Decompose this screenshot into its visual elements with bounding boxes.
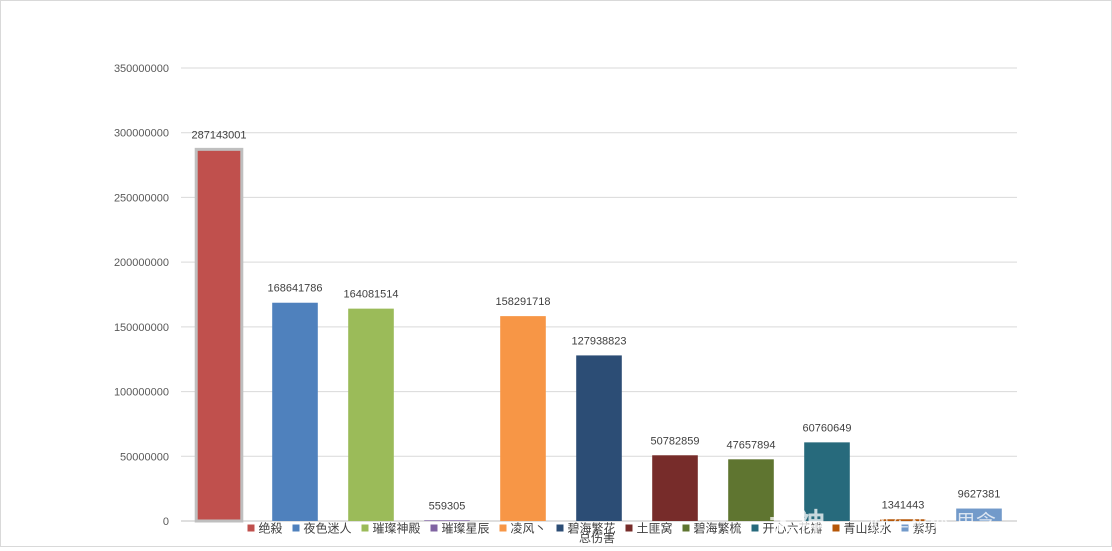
legend-label: 夜色迷人 <box>304 521 352 536</box>
y-tick-label: 0 <box>163 516 169 528</box>
data-label: 559305 <box>429 500 466 512</box>
legend-swatch <box>292 524 300 532</box>
data-label: 164081514 <box>343 289 398 301</box>
data-label: 60760649 <box>803 422 852 434</box>
y-tick-label: 50000000 <box>120 451 169 463</box>
legend-label: 碧海繁梳 <box>694 521 742 536</box>
watermark-logo: 大神 <box>769 508 825 539</box>
legend-label: 绝殺 <box>259 521 283 536</box>
bar-5[interactable] <box>576 355 622 521</box>
y-tick-label: 200000000 <box>114 257 169 269</box>
legend-item-5[interactable]: 碧海繁花 <box>556 521 616 536</box>
bars <box>194 147 1002 523</box>
bar-4[interactable] <box>500 316 546 521</box>
legend-item-1[interactable]: 夜色迷人 <box>292 521 352 536</box>
legend-label: 碧海繁花 <box>568 521 616 536</box>
bar-0[interactable] <box>194 147 244 523</box>
legend-item-6[interactable]: 土匪窝 <box>625 521 673 536</box>
legend-item-0[interactable]: 绝殺 <box>247 521 283 536</box>
data-label: 50782859 <box>651 435 700 447</box>
data-labels: 287143001 168641786 164081514 559305 1582917… <box>191 129 1000 512</box>
legend: 绝殺 夜色迷人 璀璨神殿 璀璨星辰 凌风丶 碧海繁花 土匪窝 碧海繁梳 开心六花瓣 青山绿水 紫玥 <box>247 521 937 536</box>
legend-item-10[interactable]: 紫玥 <box>901 522 937 536</box>
bar-2[interactable] <box>348 308 394 521</box>
legend-label: 璀璨星辰 <box>442 521 490 536</box>
bar-10[interactable] <box>956 508 1002 521</box>
legend-item-2[interactable]: 璀璨神殿 <box>361 521 421 536</box>
legend-swatch <box>499 524 507 532</box>
legend-item-8[interactable]: 开心六花瓣 <box>751 521 823 536</box>
y-tick-label: 150000000 <box>114 322 169 334</box>
x-axis-title: 总伤害 <box>579 530 615 545</box>
legend-item-4[interactable]: 凌风丶 <box>499 522 547 536</box>
bar-6[interactable] <box>652 455 698 521</box>
legend-label: 开心六花瓣 <box>763 521 823 536</box>
legend-swatch <box>901 524 909 532</box>
bar-3[interactable] <box>424 520 470 521</box>
bar-1[interactable] <box>272 302 318 521</box>
bar-9[interactable] <box>880 519 926 521</box>
y-tick-label: 250000000 <box>114 192 169 204</box>
legend-swatch <box>625 524 633 532</box>
legend-label: 璀璨神殿 <box>373 521 421 536</box>
legend-swatch <box>247 524 255 532</box>
legend-item-3[interactable]: 璀璨星辰 <box>430 521 490 536</box>
legend-swatch <box>832 524 840 532</box>
legend-swatch <box>682 524 690 532</box>
data-label: 47657894 <box>727 439 776 451</box>
bar-7[interactable] <box>728 459 774 521</box>
data-label: 168641786 <box>267 283 322 295</box>
legend-label: 紫玥 <box>913 522 937 536</box>
legend-item-9[interactable]: 青山绿水 <box>832 521 892 536</box>
y-tick-label: 100000000 <box>114 387 169 399</box>
data-label: 9627381 <box>958 489 1001 501</box>
y-axis-ticks: 0 50000000 100000000 150000000 200000000 2500… <box>114 63 169 528</box>
data-label: 287143001 <box>191 129 246 141</box>
legend-swatch <box>556 524 564 532</box>
y-tick-label: 300000000 <box>114 128 169 140</box>
data-label: 158291718 <box>495 296 550 308</box>
data-label: 1341443 <box>882 499 925 511</box>
y-tick-label: 350000000 <box>114 63 169 75</box>
watermark-author: @军机处-思念 <box>869 510 996 534</box>
watermark: 大神 @军机处-思念 <box>769 508 996 539</box>
legend-swatch <box>751 524 759 532</box>
data-label: 127938823 <box>571 335 626 347</box>
legend-label: 土匪窝 <box>637 521 673 536</box>
legend-label: 青山绿水 <box>844 521 892 536</box>
legend-label: 凌风丶 <box>511 522 547 536</box>
legend-swatch <box>430 524 438 532</box>
legend-item-7[interactable]: 碧海繁梳 <box>682 521 742 536</box>
bar-8[interactable] <box>804 442 850 521</box>
legend-swatch <box>361 524 369 532</box>
